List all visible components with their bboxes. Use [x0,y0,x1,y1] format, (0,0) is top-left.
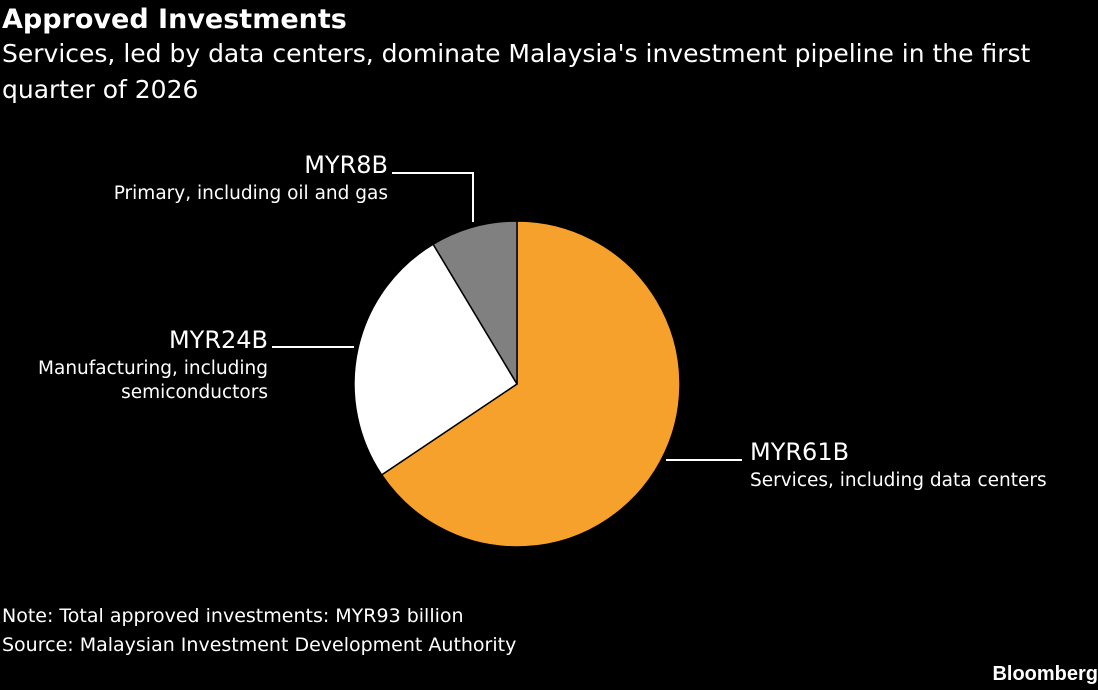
chart-subtitle: Services, led by data centers, dominate … [2,39,1031,104]
slice-description-label: Manufacturing, including [38,358,268,379]
slice-labels: MYR61B Services, including data centers MY… [38,151,1047,491]
pie-slice [432,220,518,385]
chart-source: Source: Malaysian Investment Development… [2,634,517,656]
slice-description-label: Primary, including oil and gas [114,183,388,204]
slice-value-label: MYR8B [304,151,388,179]
chart-title: Approved Investments [2,4,347,35]
slice-description-label: semiconductors [121,382,268,403]
leader-line [392,172,474,222]
bloomberg-logo: Bloomberg [992,663,1098,685]
pie-slice [380,220,681,548]
chart-note: Note: Total approved investments: MYR93 … [2,605,464,627]
slice-description-label: Services, including data centers [750,470,1047,491]
slice-value-label: MYR24B [169,326,268,354]
leader-lines [272,172,742,461]
pie-slice [353,243,518,476]
slice-value-label: MYR61B [750,438,849,466]
pie-slices [353,220,681,548]
